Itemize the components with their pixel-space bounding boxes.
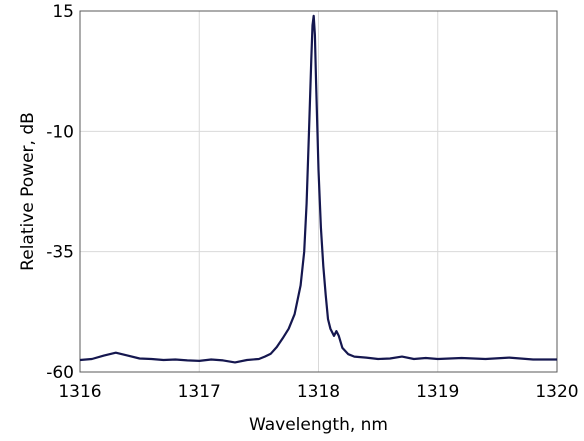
x-tick-label: 1317	[178, 382, 221, 402]
x-axis-label: Wavelength, nm	[249, 415, 388, 435]
y-axis-label: Relative Power, dB	[18, 112, 38, 271]
series-layer	[79, 14, 557, 364]
x-tick-label: 1319	[416, 382, 459, 402]
plot-area-frame	[79, 10, 558, 373]
y-tick-label: -60	[46, 363, 74, 383]
x-tick-label: 1320	[535, 382, 578, 402]
tick-labels: 1316 1317 1318 1319 1320 15 -10 -35 -60	[46, 2, 578, 402]
y-tick-label: -10	[46, 122, 74, 142]
x-tick-label: 1316	[58, 382, 101, 402]
spectrum-line	[79, 14, 557, 364]
y-tick-label: 15	[52, 2, 74, 22]
y-tick-label: -35	[46, 243, 74, 263]
x-tick-label: 1318	[297, 382, 340, 402]
